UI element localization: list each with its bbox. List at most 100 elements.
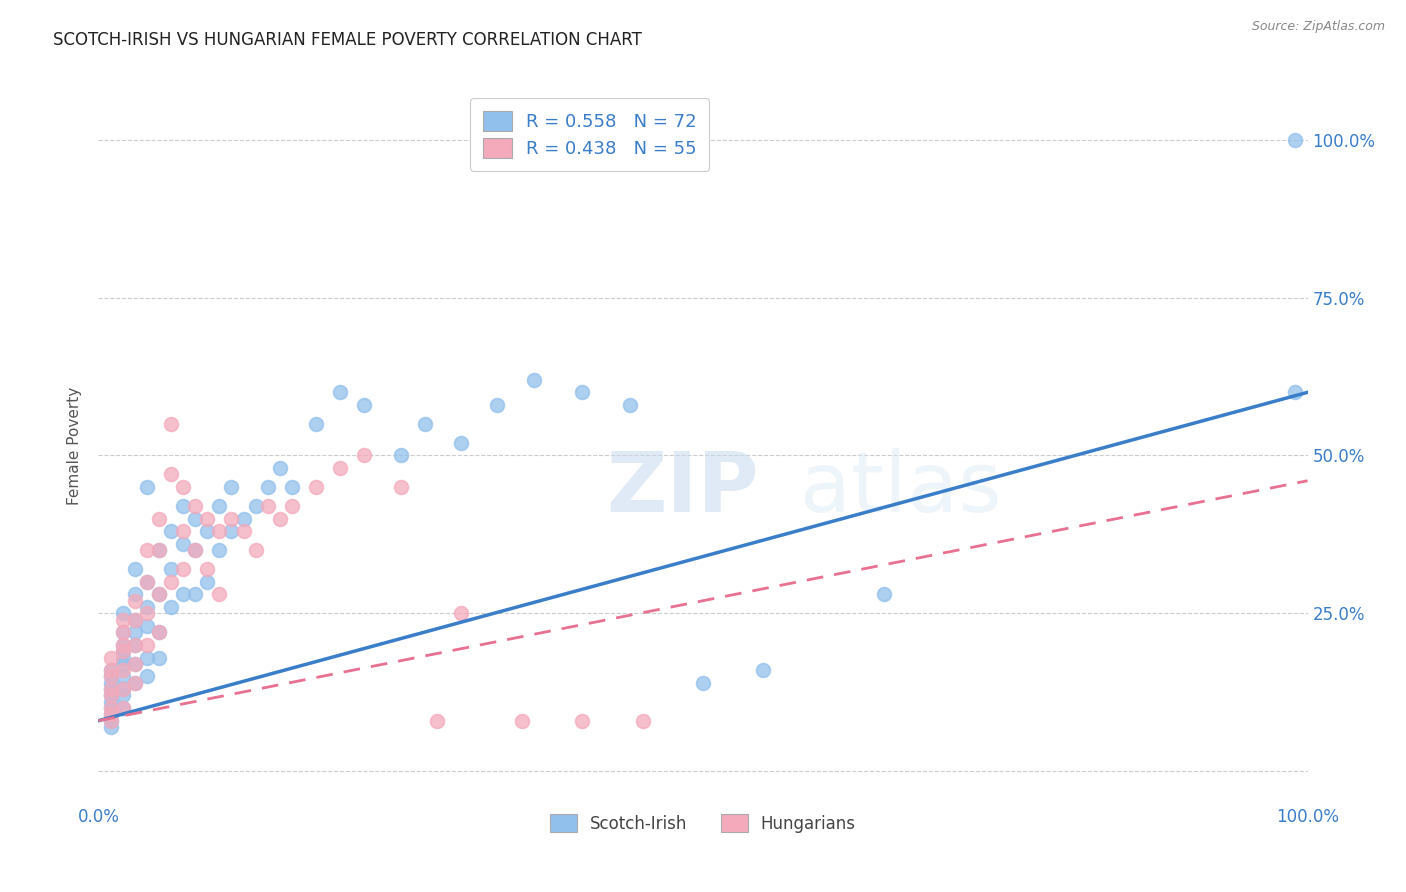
Point [148,625,170,640]
Point [692,675,714,690]
Point [111,657,134,671]
Point [631,714,654,728]
Point [100,650,122,665]
Point [124,638,146,652]
Point [389,480,412,494]
Point [281,499,304,513]
Point [172,524,194,539]
Point [184,543,207,558]
Point [245,543,267,558]
Point [135,650,157,665]
Point [124,675,146,690]
Point [195,562,218,576]
Point [195,524,218,539]
Point [208,499,231,513]
Point [305,417,328,431]
Point [100,707,122,722]
Point [148,511,170,525]
Point [256,480,278,494]
Point [571,714,593,728]
Point [111,625,134,640]
Point [148,587,170,601]
Point [195,574,218,589]
Point [100,663,122,677]
Point [111,701,134,715]
Text: ZIP: ZIP [606,449,759,529]
Point [135,574,157,589]
Point [124,613,146,627]
Point [426,714,449,728]
Point [111,638,134,652]
Point [100,701,122,715]
Point [172,537,194,551]
Point [124,638,146,652]
Point [100,682,122,697]
Point [135,480,157,494]
Point [486,398,509,412]
Point [221,480,243,494]
Point [111,663,134,677]
Point [172,562,194,576]
Point [450,607,472,621]
Text: Source: ZipAtlas.com: Source: ZipAtlas.com [1251,20,1385,33]
Y-axis label: Female Poverty: Female Poverty [67,387,83,505]
Point [1284,385,1306,400]
Point [111,669,134,683]
Point [111,650,134,665]
Point [135,600,157,615]
Point [100,675,122,690]
Point [281,480,304,494]
Point [100,689,122,703]
Point [148,625,170,640]
Point [135,638,157,652]
Point [135,619,157,633]
Point [100,689,122,703]
Point [135,543,157,558]
Point [160,417,183,431]
Point [353,398,375,412]
Point [111,682,134,697]
Legend: Scotch-Irish, Hungarians: Scotch-Irish, Hungarians [538,803,868,845]
Point [232,524,254,539]
Point [100,707,122,722]
Point [413,417,436,431]
Point [135,607,157,621]
Point [100,669,122,683]
Point [245,499,267,513]
Point [111,625,134,640]
Point [160,600,183,615]
Point [111,644,134,658]
Point [124,593,146,607]
Point [172,587,194,601]
Point [135,669,157,683]
Point [184,499,207,513]
Point [208,587,231,601]
Point [1284,133,1306,147]
Point [232,511,254,525]
Text: atlas: atlas [800,449,1001,529]
Point [160,524,183,539]
Point [184,511,207,525]
Point [184,543,207,558]
Point [571,385,593,400]
Point [208,524,231,539]
Point [172,480,194,494]
Point [100,669,122,683]
Point [510,714,533,728]
Point [523,373,546,387]
Point [148,587,170,601]
Text: SCOTCH-IRISH VS HUNGARIAN FEMALE POVERTY CORRELATION CHART: SCOTCH-IRISH VS HUNGARIAN FEMALE POVERTY… [53,31,643,49]
Point [172,499,194,513]
Point [124,562,146,576]
Point [160,574,183,589]
Point [111,689,134,703]
Point [124,657,146,671]
Point [269,461,291,475]
Point [100,714,122,728]
Point [269,511,291,525]
Point [353,449,375,463]
Point [111,682,134,697]
Point [124,625,146,640]
Point [111,613,134,627]
Point [100,682,122,697]
